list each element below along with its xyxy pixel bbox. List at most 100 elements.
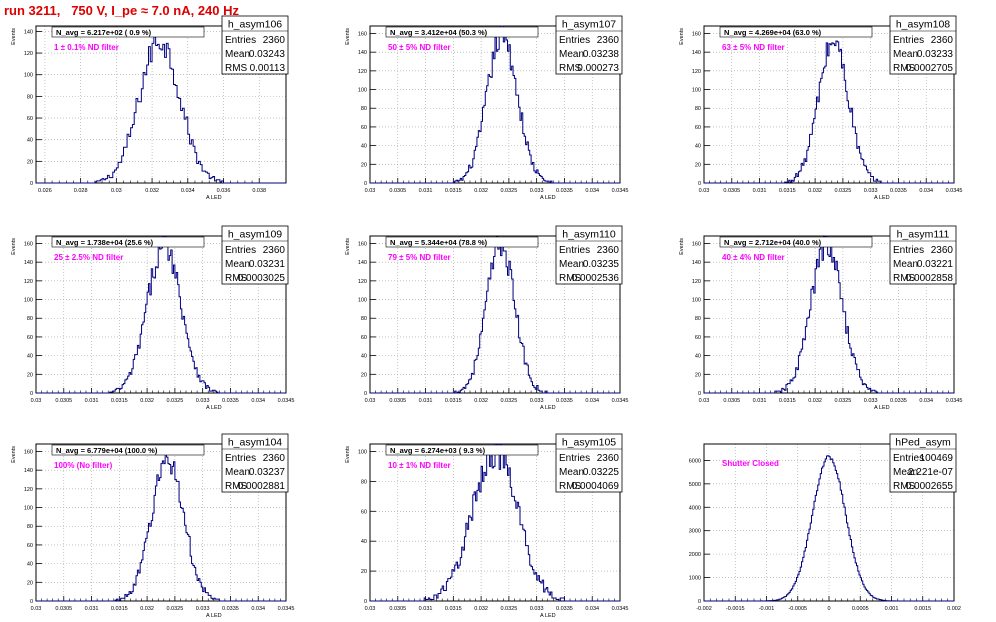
y-tick-label: 160: [692, 31, 701, 37]
x-tick-label: 0.031: [419, 188, 433, 194]
y-tick-label: 80: [27, 94, 33, 100]
x-tick-label: 0.031: [753, 188, 767, 194]
histogram-panel-h_asym109: 0.03 0.0305 0.031 0.0315 0.032 0.0325 0.033 0.0…: [11, 225, 295, 411]
y-tick-label: 140: [692, 260, 701, 266]
stats-entries-value: 100469: [920, 453, 954, 464]
y-axis-label: Events: [11, 238, 17, 255]
y-axis-label: Events: [11, 446, 17, 463]
stats-entries-value: 2360: [263, 245, 286, 256]
stats-mean-label: Mean: [559, 49, 584, 60]
y-tick-label: 120: [358, 69, 367, 75]
x-tick-label: 0.034: [585, 398, 599, 404]
y-tick-label: 6000: [689, 458, 701, 464]
stats-title: h_asym107: [562, 19, 616, 31]
y-axis-label: Events: [679, 238, 685, 255]
stats-box: h_asym108 Entries 2360 Mean0.03233RMS0.0002…: [889, 15, 957, 75]
stats-mean-value: 0.03243: [249, 49, 286, 60]
histogram-line: [704, 40, 954, 184]
x-tick-label: 0.034: [585, 606, 599, 612]
x-tick-label: 0.0335: [556, 606, 573, 612]
histogram-line: [36, 36, 286, 184]
x-tick-label: 0.032: [145, 188, 159, 194]
stats-title: hPed_asym: [895, 437, 951, 449]
x-tick-label: 0.0325: [500, 606, 517, 612]
stats-entries-value: 2360: [597, 35, 620, 46]
plot-frame: [35, 443, 287, 602]
x-tick-label: 0.0345: [946, 398, 963, 404]
y-tick-label: 140: [24, 29, 33, 35]
y-tick-label: 60: [361, 509, 367, 515]
x-tick-label: 0.0315: [445, 606, 462, 612]
x-tick-label: 0.034: [181, 188, 195, 194]
x-tick-label: 0.001: [885, 606, 899, 612]
y-axis-label: Events: [345, 28, 351, 45]
y-tick-label: 100: [358, 298, 367, 304]
plot-frame: [703, 25, 955, 184]
stats-rms-label: RMS: [225, 481, 248, 492]
x-tick-label: 0.03: [365, 606, 376, 612]
x-tick-label: 0.0345: [278, 398, 295, 404]
stats-mean-label: Mean: [559, 259, 584, 270]
stats-rms-value: 0.0002536: [572, 273, 620, 284]
stats-rms-value: 0.0003025: [238, 273, 286, 284]
filter-annotation: 1 ± 0.1% ND filter: [54, 43, 119, 52]
y-tick-label: 20: [27, 580, 33, 586]
stats-rms-value: 0.0004069: [572, 481, 620, 492]
y-tick-label: 40: [361, 539, 367, 545]
x-tick-label: 0.033: [530, 398, 544, 404]
y-tick-label: 100: [24, 73, 33, 79]
x-tick-label: 0.026: [38, 188, 52, 194]
y-tick-label: 4000: [689, 505, 701, 511]
stats-rms-value: 0.0002858: [906, 273, 954, 284]
stats-box-frame: [889, 15, 957, 75]
x-tick-label: 0.0325: [834, 398, 851, 404]
x-axis-label: A LED: [540, 613, 556, 619]
y-tick-label: 20: [695, 162, 701, 168]
x-tick-label: 0.0345: [612, 188, 629, 194]
histogram-panel-h_asym111: 0.03 0.0305 0.031 0.0315 0.032 0.0325 0.033 0.0…: [679, 225, 963, 411]
y-tick-label: 0: [364, 599, 367, 605]
x-tick-label: 0.032: [808, 188, 822, 194]
x-tick-label: 0.0335: [222, 606, 239, 612]
navg-box: [51, 236, 205, 248]
y-tick-label: 120: [24, 487, 33, 493]
y-tick-label: 140: [358, 260, 367, 266]
stats-entries-value: 2360: [263, 35, 286, 46]
stats-rms-value: 0.0002705: [906, 63, 954, 74]
y-tick-label: 80: [361, 479, 367, 485]
stats-title: h_asym110: [562, 229, 616, 241]
histogram-line: [370, 25, 620, 184]
histogram-panel-hPed_asym: -0.002 -0.0015 -0.001 -0.0005 0 0.0005 0.001 0.…: [689, 433, 961, 612]
stats-title: h_asym109: [228, 229, 282, 241]
y-tick-label: 140: [358, 50, 367, 56]
navg-box: [51, 444, 205, 456]
y-tick-label: 60: [695, 125, 701, 131]
y-axis-label: Events: [345, 446, 351, 463]
y-axis-label: Events: [345, 238, 351, 255]
y-tick-label: 80: [27, 524, 33, 530]
y-tick-label: 60: [361, 125, 367, 131]
y-tick-label: 40: [27, 354, 33, 360]
filter-annotation: 25 ± 2.5% ND filter: [54, 253, 123, 262]
y-tick-label: 1000: [689, 576, 701, 582]
x-tick-label: 0.0335: [556, 398, 573, 404]
navg-label: N_avg = 2.712e+04 (40.0 %): [724, 238, 822, 247]
stats-box-frame: [221, 15, 289, 75]
stats-mean-value: 0.03225: [583, 467, 620, 478]
stats-rms-label: RMS: [559, 481, 582, 492]
y-tick-label: 0: [30, 181, 33, 187]
stats-entries-value: 2360: [597, 245, 620, 256]
stats-mean-value: 0.03231: [249, 259, 286, 270]
y-tick-label: 40: [361, 354, 367, 360]
x-tick-label: 0.03: [111, 188, 122, 194]
histogram-panel-h_asym105: 0.03 0.0305 0.031 0.0315 0.032 0.0325 0.033 0.0…: [345, 433, 628, 619]
x-tick-label: 0.032: [474, 606, 488, 612]
y-tick-label: 160: [692, 241, 701, 247]
x-tick-label: 0.0325: [500, 188, 517, 194]
navg-label: N_avg = 4.269e+04 (63.0 %): [724, 28, 822, 37]
navg-box: [719, 236, 873, 248]
histogram-panel-h_asym104: 0.03 0.0305 0.031 0.0315 0.032 0.0325 0.033 0.0…: [11, 433, 294, 619]
y-tick-label: 40: [27, 138, 33, 144]
stats-title: h_asym105: [562, 437, 616, 449]
stats-mean-label: Mean: [225, 467, 250, 478]
